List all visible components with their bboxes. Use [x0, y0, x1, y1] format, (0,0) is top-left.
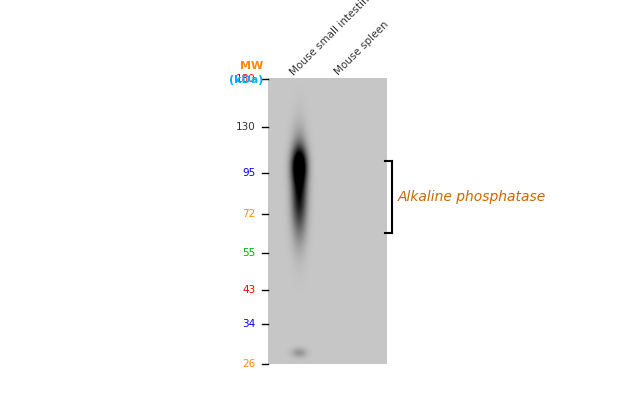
- Text: 130: 130: [236, 122, 256, 132]
- Text: 72: 72: [242, 209, 256, 219]
- Text: 26: 26: [242, 359, 256, 369]
- Text: Mouse small intestine: Mouse small intestine: [288, 0, 376, 77]
- Text: 55: 55: [242, 248, 256, 258]
- Text: Alkaline phosphatase: Alkaline phosphatase: [398, 190, 546, 204]
- Text: 95: 95: [242, 168, 256, 178]
- Text: (kDa): (kDa): [229, 75, 263, 85]
- Text: 180: 180: [236, 74, 256, 84]
- Text: Mouse spleen: Mouse spleen: [333, 20, 390, 77]
- Text: 43: 43: [242, 285, 256, 295]
- Text: 34: 34: [242, 319, 256, 329]
- Text: MW: MW: [240, 61, 263, 71]
